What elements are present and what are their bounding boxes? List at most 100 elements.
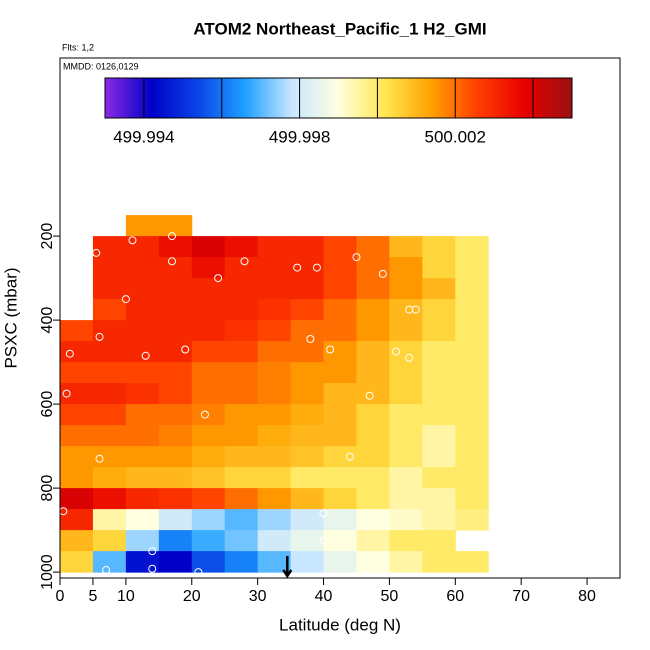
heatmap-cell: [455, 257, 489, 279]
heatmap-cell: [455, 551, 489, 573]
heatmap-cell: [422, 488, 456, 510]
heatmap-cell: [224, 404, 259, 426]
sample-point: [319, 509, 328, 518]
heatmap-cell: [224, 341, 259, 363]
x-tick-label: 10: [117, 588, 135, 605]
heatmap-cell: [389, 404, 423, 426]
heatmap-cell: [389, 320, 423, 342]
heatmap-cell: [60, 362, 94, 384]
sample-point: [214, 274, 223, 283]
heatmap-cell: [422, 404, 456, 426]
heatmap-cell: [125, 341, 160, 363]
heatmap-cell: [290, 236, 325, 258]
heatmap-cell: [257, 383, 292, 405]
colorbar: [104, 77, 573, 119]
heatmap-cell: [422, 509, 456, 531]
sample-point: [168, 232, 176, 241]
heatmap-cell: [323, 530, 357, 552]
heatmap-cell: [92, 530, 127, 552]
heatmap-cell: [356, 488, 390, 510]
x-tick-label: 5: [88, 588, 97, 605]
heatmap-cell: [158, 362, 193, 384]
heatmap-cell: [191, 341, 226, 363]
heatmap-cell: [323, 236, 357, 258]
heatmap-cell: [92, 446, 127, 468]
heatmap-cell: [125, 278, 160, 300]
sample-point: [200, 410, 209, 419]
heatmap-cell: [455, 488, 489, 510]
heatmap-cell: [356, 278, 390, 300]
heatmap-cell: [191, 467, 226, 489]
heatmap-cell: [125, 236, 160, 258]
heatmap-cell: [125, 509, 160, 531]
heatmap-cell: [389, 383, 423, 405]
heatmap-cell: [158, 257, 193, 279]
heatmap-cell: [323, 320, 357, 342]
sample-point: [240, 257, 249, 266]
sample-point: [128, 236, 137, 245]
heatmap-cell: [191, 509, 226, 531]
heatmap-cell: [92, 551, 127, 573]
colorbar-label: 500.002: [425, 127, 486, 146]
heatmap-cell: [323, 257, 357, 279]
heatmap-cell: [389, 278, 423, 300]
heatmap-cell: [224, 299, 259, 321]
sample-point: [95, 454, 104, 463]
heatmap-cell: [455, 425, 489, 447]
heatmap-cell: [257, 320, 292, 342]
heatmap-cell: [323, 446, 357, 468]
heatmap-cell: [356, 404, 390, 426]
heatmap-cell: [356, 530, 390, 552]
heatmap-cell: [290, 257, 325, 279]
sample-point: [82, 248, 91, 257]
heatmap-cell: [422, 467, 456, 489]
heatmap-cell: [323, 404, 357, 426]
heatmap-cell: [323, 362, 357, 384]
heatmap-cell: [290, 446, 325, 468]
heatmap-cell: [158, 278, 193, 300]
sample-point: [319, 536, 328, 545]
heatmap-cell: [158, 320, 193, 342]
heatmap-cell: [356, 509, 390, 531]
heatmap-cell: [389, 509, 423, 531]
heatmap-cell: [158, 236, 193, 258]
heatmap-cell: [60, 320, 94, 342]
heatmap-cell: [290, 278, 325, 300]
sample-point: [312, 263, 321, 272]
heatmap-cell: [290, 341, 325, 363]
heatmap-cell: [257, 299, 292, 321]
heatmap-cell: [323, 509, 357, 531]
heatmap-cell: [125, 446, 160, 468]
y-tick-label: 600: [39, 391, 56, 418]
heatmap-cell: [422, 446, 456, 468]
heatmap-cell: [92, 299, 127, 321]
heatmap-cell: [356, 467, 390, 489]
heatmap-cell: [257, 509, 292, 531]
heatmap-cell: [422, 236, 456, 258]
heatmap-cell: [191, 488, 226, 510]
chart-title: ATOM2 Northeast_Pacific_1 H2_GMI: [193, 19, 486, 38]
heatmap-cell: [422, 425, 456, 447]
heatmap-cell: [92, 425, 127, 447]
heatmap-cell: [158, 383, 193, 405]
heatmap-cell: [257, 446, 292, 468]
sample-point: [121, 295, 130, 304]
heatmap-cell: [125, 425, 160, 447]
heatmap-cell: [92, 341, 127, 363]
sample-point: [392, 347, 400, 356]
heatmap-cell: [257, 362, 292, 384]
heatmap-cell: [257, 530, 292, 552]
heatmap-cell: [60, 446, 94, 468]
heatmap-cell: [356, 425, 390, 447]
heatmap-cell: [257, 236, 292, 258]
sample-point: [411, 305, 420, 314]
heatmap-cell: [125, 362, 160, 384]
sample-point: [62, 389, 71, 398]
heatmap-cell: [60, 551, 94, 573]
heatmap-cell: [158, 530, 193, 552]
heatmap-cell: [323, 551, 357, 573]
heatmap-cell: [92, 278, 127, 300]
heatmap-cell: [422, 551, 456, 573]
y-tick-label: 1000: [39, 554, 56, 590]
heatmap-cell: [92, 404, 127, 426]
